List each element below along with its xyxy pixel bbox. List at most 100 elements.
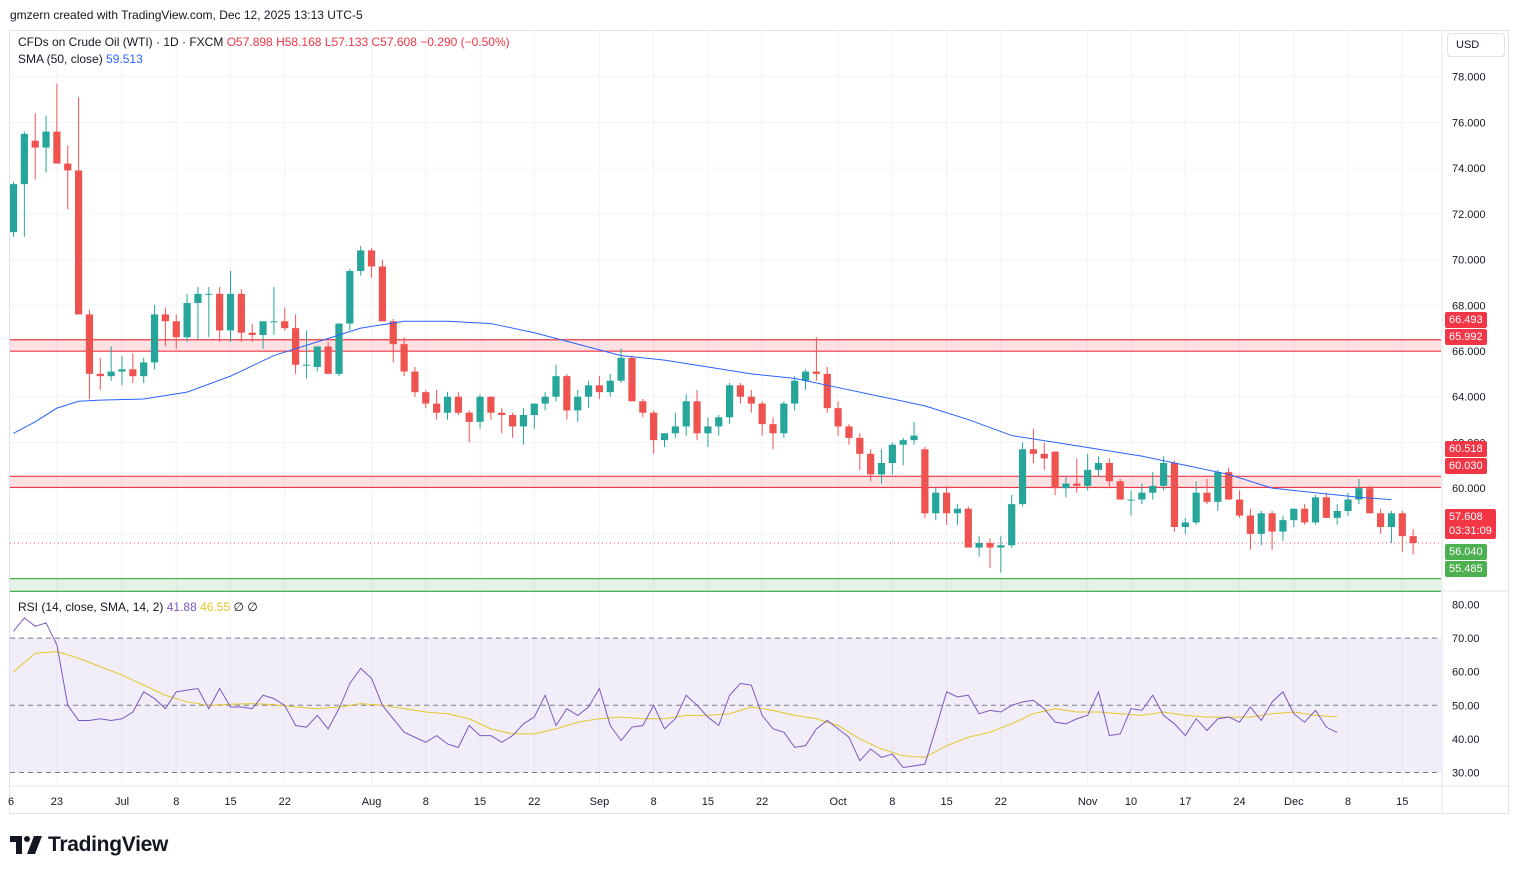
candle-body <box>42 131 50 148</box>
chart-frame <box>9 30 1509 814</box>
price-pane[interactable] <box>10 83 1417 573</box>
time-tick-label: 23 <box>51 796 63 808</box>
candle-body <box>1018 449 1027 505</box>
candle-body <box>1127 499 1135 501</box>
candle-body <box>867 453 875 475</box>
time-tick-label: 8 <box>173 796 179 808</box>
ohlc-low-label: L <box>324 35 332 49</box>
time-tick-label: 15 <box>224 796 236 808</box>
ohlc-high-label: H <box>276 35 285 49</box>
candle-body <box>1279 520 1287 532</box>
sma-value: 59.513 <box>106 52 143 66</box>
candle-body <box>1192 492 1200 523</box>
rsi-pane[interactable] <box>10 617 1441 774</box>
candle-body <box>834 408 842 427</box>
resistance-zone <box>10 476 1441 488</box>
candle-body <box>346 271 354 324</box>
candle-body <box>172 321 180 338</box>
rsi-tick-label: 70.00 <box>1452 633 1480 645</box>
candle-body <box>509 415 517 427</box>
candle-body <box>324 346 332 374</box>
candle-body <box>519 415 528 427</box>
candle-body <box>1094 463 1103 470</box>
candle-body <box>53 131 61 164</box>
candle-body <box>1235 499 1244 516</box>
support-bottom-label: 55.485 <box>1445 561 1487 577</box>
time-tick-label: 15 <box>474 796 486 808</box>
candle-body <box>932 492 940 514</box>
time-tick-label: Dec <box>1284 796 1304 808</box>
candle-body <box>563 376 571 411</box>
tradingview-logo[interactable]: TradingView <box>10 833 168 857</box>
time-tick-label: 15 <box>702 796 714 808</box>
candle-body <box>1116 481 1124 500</box>
candle-body <box>1377 513 1385 527</box>
zone2-top-label: 60.518 <box>1445 441 1487 457</box>
time-tick-label: 17 <box>1179 796 1191 808</box>
candle-body <box>660 433 669 441</box>
candle-body <box>823 373 831 409</box>
candle-body <box>1008 504 1016 546</box>
candle-body <box>704 426 712 434</box>
candle-body <box>292 328 300 365</box>
price-tick-label: 70.000 <box>1452 255 1486 267</box>
candle-body <box>606 380 614 393</box>
candle-body <box>270 321 278 323</box>
sma-label: SMA (50, close) <box>18 52 103 66</box>
candle-body <box>389 321 397 345</box>
rsi-extra: ∅ ∅ <box>233 600 258 614</box>
symbol-name[interactable]: CFDs on Crude Oil (WTI) · 1D · FXCM <box>18 35 224 49</box>
tradingview-logo-icon <box>10 836 42 854</box>
candle-body <box>443 396 452 413</box>
candle-body <box>736 385 745 397</box>
candle-body <box>476 396 484 422</box>
currency-button[interactable]: USD <box>1447 33 1505 57</box>
candle-body <box>1246 515 1254 534</box>
candle-body <box>96 373 104 377</box>
candle-body <box>335 323 343 374</box>
rsi-tick-label: 80.00 <box>1452 599 1480 611</box>
candle-body <box>367 250 376 267</box>
candle-body <box>1290 508 1298 521</box>
candle-body <box>671 426 679 434</box>
candle-body <box>899 440 907 445</box>
candle-body <box>541 396 549 404</box>
candle-body <box>1040 453 1048 459</box>
candle-body <box>487 396 495 413</box>
price-tick-label: 64.000 <box>1452 392 1486 404</box>
candle-body <box>1311 497 1320 523</box>
candle-body <box>801 371 810 381</box>
candle-body <box>780 403 788 434</box>
candle-body <box>1203 492 1211 502</box>
ohlc-close-label: C <box>371 35 381 49</box>
candle-body <box>454 396 462 413</box>
candle-body <box>1398 513 1406 537</box>
price-tick-label: 68.000 <box>1452 300 1486 312</box>
candle-body <box>812 371 820 374</box>
ohlc-high: 58.168 <box>284 35 322 49</box>
support-zone <box>10 578 1441 592</box>
candle-body <box>378 266 386 322</box>
candle-body <box>140 362 148 377</box>
sma-legend[interactable]: SMA (50, close) 59.513 <box>18 52 143 66</box>
candle-body <box>400 344 408 372</box>
candle-body <box>791 380 799 404</box>
candle-body <box>422 392 430 404</box>
candle-body <box>921 449 929 514</box>
time-tick-label: Aug <box>362 796 382 808</box>
candle-body <box>1073 483 1081 486</box>
candle-body <box>433 403 441 413</box>
rsi-legend[interactable]: RSI (14, close, SMA, 14, 2) 41.88 46.55 … <box>18 600 258 614</box>
time-tick-label: 22 <box>279 796 291 808</box>
price-tick-label: 74.000 <box>1452 163 1486 175</box>
last-price-label: 57.608 03:31:09 <box>1445 509 1496 539</box>
time-tick-label: 8 <box>651 796 657 808</box>
time-tick-label: 6 <box>8 796 14 808</box>
price-tick-label: 76.000 <box>1452 117 1486 129</box>
candle-body <box>1355 488 1363 500</box>
candle-body <box>465 412 473 422</box>
candle-body <box>498 412 506 415</box>
brand-name: TradingView <box>48 833 169 856</box>
zone1-bottom-label: 65.992 <box>1445 329 1487 345</box>
